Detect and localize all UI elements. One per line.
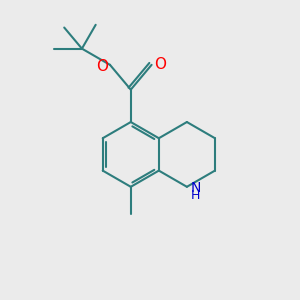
Text: N: N (190, 181, 201, 195)
Text: O: O (154, 57, 166, 72)
Text: O: O (97, 59, 109, 74)
Text: H: H (190, 188, 200, 202)
